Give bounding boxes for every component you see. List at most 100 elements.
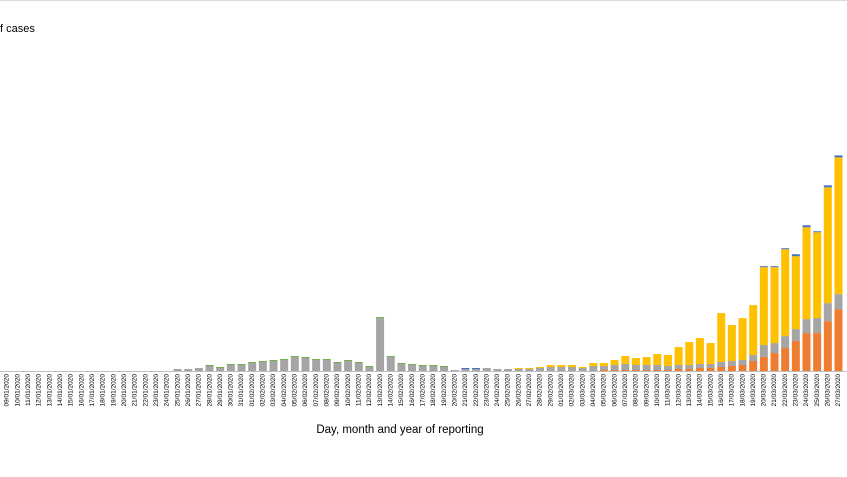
x-tick-label: 08/03/2020 <box>633 374 640 407</box>
bar-segment <box>685 342 694 366</box>
bar-segment <box>312 360 321 371</box>
bar-segment <box>599 370 608 371</box>
bar-segment <box>589 366 598 371</box>
bar-segment <box>834 157 843 295</box>
x-tick-label: 20/02/2020 <box>451 374 458 407</box>
bar-segment <box>546 367 555 371</box>
bar-segment <box>525 368 534 370</box>
bar-segment <box>408 365 417 371</box>
x-tick-label: 06/02/2020 <box>302 374 309 407</box>
bar-segment <box>610 360 619 366</box>
bar-segment <box>418 366 427 371</box>
bar-segment <box>621 364 630 371</box>
x-tick-label: 11/02/2020 <box>355 374 362 406</box>
bar-segment <box>280 359 289 361</box>
bar-segment <box>589 363 598 367</box>
bar-segment <box>429 366 438 371</box>
x-tick-label: 02/03/2020 <box>569 374 576 407</box>
x-tick-label: 30/01/2020 <box>228 374 235 407</box>
x-axis-title: Day, month and year of reporting <box>316 424 483 436</box>
bar-segment <box>631 358 640 366</box>
x-tick-label: 12/02/2020 <box>366 374 373 407</box>
bar-segment <box>248 362 257 364</box>
bar-segment <box>759 267 768 346</box>
bar-segment <box>237 364 246 366</box>
x-tick-label: 05/03/2020 <box>601 374 608 407</box>
x-tick-label: 28/01/2020 <box>206 374 213 407</box>
x-tick-label: 27/02/2020 <box>526 374 533 407</box>
x-tick-label: 20/03/2020 <box>761 374 768 407</box>
bar-segment <box>770 266 779 268</box>
x-tick-label: 26/03/2020 <box>825 374 832 407</box>
x-tick-label: 16/02/2020 <box>409 374 416 407</box>
bar-segment <box>216 367 225 369</box>
bar-segment <box>472 368 481 370</box>
x-tick-label: 05/02/2020 <box>292 374 299 407</box>
bar-segment <box>184 369 193 371</box>
x-tick-label: 11/01/2020 <box>25 374 32 406</box>
x-tick-label: 08/02/2020 <box>324 374 331 407</box>
bar-segment <box>759 345 768 358</box>
bar-segment <box>781 248 790 250</box>
bar-segment <box>514 368 523 370</box>
bar-segment <box>823 321 832 371</box>
bar-segment <box>759 357 768 371</box>
bar-segment <box>567 367 576 371</box>
bar-segment <box>802 333 811 371</box>
x-tick-label: 25/01/2020 <box>174 374 181 407</box>
x-tick-label: 12/03/2020 <box>675 374 682 407</box>
x-tick-label: 19/01/2020 <box>110 374 117 407</box>
x-tick-label: 18/03/2020 <box>739 374 746 407</box>
bar-segment <box>557 365 566 368</box>
bar-segment <box>781 249 790 337</box>
x-tick-label: 24/03/2020 <box>803 374 810 407</box>
x-tick-label: 01/02/2020 <box>249 374 256 407</box>
x-tick-label: 16/03/2020 <box>718 374 725 407</box>
x-tick-label: 15/01/2020 <box>68 374 75 407</box>
x-tick-label: 02/02/2020 <box>260 374 267 407</box>
bar-segment <box>759 266 768 268</box>
bar-segment <box>770 343 779 354</box>
bar-segment <box>653 354 662 366</box>
bar-segment <box>642 365 651 371</box>
x-tick-label: 07/02/2020 <box>313 374 320 407</box>
x-tick-label: 23/03/2020 <box>793 374 800 407</box>
bar-segment <box>749 355 758 362</box>
y-axis-title: f cases <box>0 23 35 35</box>
x-tick-label: 31/01/2020 <box>238 374 245 407</box>
bar-segment <box>504 369 513 371</box>
bar-segment <box>717 313 726 363</box>
bar-segment <box>674 369 683 371</box>
x-tick-label: 18/01/2020 <box>100 374 107 407</box>
bar-segment <box>205 365 214 367</box>
bar-segment <box>397 363 406 365</box>
bar-segment <box>823 303 832 322</box>
bar-segment <box>280 360 289 371</box>
bar-segment <box>258 362 267 371</box>
bar-segment <box>344 360 353 362</box>
bar-segment <box>610 365 619 371</box>
x-tick-label: 17/02/2020 <box>419 374 426 407</box>
bar-segment <box>727 325 736 362</box>
x-tick-label: 25/03/2020 <box>814 374 821 407</box>
bar-segment <box>450 370 459 371</box>
x-tick-label: 12/01/2020 <box>36 374 43 407</box>
bar-segment <box>205 366 214 371</box>
bar-segment <box>621 370 630 371</box>
bar-segment <box>461 368 470 370</box>
bar-segment <box>365 366 374 368</box>
bar-segment <box>706 364 715 369</box>
bar-segment <box>472 369 481 371</box>
x-tick-label: 20/01/2020 <box>121 374 128 407</box>
x-tick-label: 28/02/2020 <box>537 374 544 407</box>
bar-segment <box>461 369 470 371</box>
bar-segment <box>258 361 267 363</box>
bar-segment <box>386 357 395 371</box>
x-tick-label: 16/01/2020 <box>78 374 85 407</box>
bar-segment <box>440 367 449 371</box>
bar-segment <box>536 367 544 369</box>
bar-segment <box>727 366 736 371</box>
bar-segment <box>695 368 704 371</box>
